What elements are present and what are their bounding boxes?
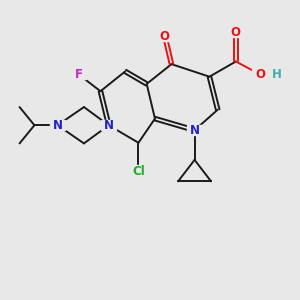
Bar — [158, 32, 172, 41]
Text: N: N — [52, 119, 62, 132]
Bar — [252, 69, 269, 80]
Text: N: N — [190, 124, 200, 137]
Text: O: O — [160, 30, 170, 43]
Text: O: O — [231, 26, 241, 39]
Text: Cl: Cl — [132, 165, 145, 178]
Bar — [129, 165, 148, 178]
Bar — [72, 70, 86, 79]
Text: N: N — [104, 119, 114, 132]
Bar — [101, 120, 116, 130]
Text: H: H — [272, 68, 281, 81]
Bar — [187, 125, 202, 135]
Bar — [50, 120, 65, 130]
Bar — [229, 28, 242, 38]
Text: O: O — [256, 68, 266, 81]
Text: F: F — [75, 68, 83, 81]
